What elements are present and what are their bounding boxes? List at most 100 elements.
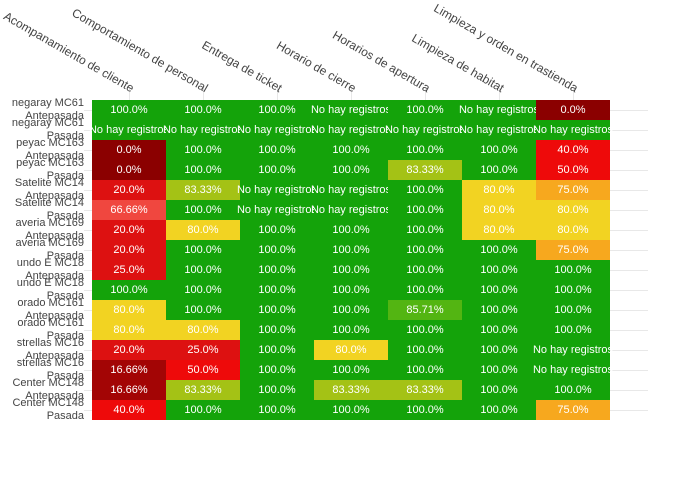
heatmap-cell[interactable]: 100.0% (314, 360, 388, 380)
heatmap-cell[interactable]: 100.0% (462, 400, 536, 420)
heatmap-cell[interactable]: 80.0% (92, 320, 166, 340)
heatmap-cell[interactable]: 50.0% (166, 360, 240, 380)
heatmap-cell[interactable]: 100.0% (462, 260, 536, 280)
heatmap-cell[interactable]: 100.0% (314, 220, 388, 240)
heatmap-cell[interactable]: 100.0% (462, 360, 536, 380)
heatmap-cell[interactable]: 16.66% (92, 360, 166, 380)
heatmap-cell[interactable]: 100.0% (314, 300, 388, 320)
heatmap-cell[interactable]: 100.0% (314, 260, 388, 280)
heatmap-cell[interactable]: 80.0% (166, 320, 240, 340)
heatmap-cell[interactable]: 20.0% (92, 180, 166, 200)
heatmap-cell[interactable]: 66.66% (92, 200, 166, 220)
heatmap-cell[interactable]: No hay registros (533, 360, 613, 380)
heatmap-cell[interactable]: 100.0% (536, 320, 610, 340)
heatmap-cell[interactable]: 100.0% (314, 140, 388, 160)
heatmap-cell[interactable]: 50.0% (536, 160, 610, 180)
heatmap-cell[interactable]: No hay registros (459, 100, 539, 120)
heatmap-cell[interactable]: 83.33% (314, 380, 388, 400)
heatmap-cell[interactable]: 100.0% (536, 260, 610, 280)
heatmap-cell[interactable]: 85.71% (388, 300, 462, 320)
heatmap-cell[interactable]: 75.0% (536, 240, 610, 260)
heatmap-cell[interactable]: No hay registros (89, 120, 169, 140)
heatmap-cell[interactable]: 100.0% (462, 160, 536, 180)
heatmap-cell[interactable]: 80.0% (314, 340, 388, 360)
heatmap-cell[interactable]: 100.0% (462, 300, 536, 320)
heatmap-cell[interactable]: 100.0% (462, 140, 536, 160)
heatmap-cell[interactable]: 80.0% (536, 200, 610, 220)
heatmap-cell[interactable]: No hay registros (311, 120, 391, 140)
heatmap-cell[interactable]: No hay registros (237, 120, 317, 140)
heatmap-cell[interactable]: 80.0% (166, 220, 240, 240)
heatmap-cell[interactable]: 80.0% (462, 200, 536, 220)
heatmap-cell[interactable]: 100.0% (240, 380, 314, 400)
heatmap-cell[interactable]: No hay registros (237, 180, 317, 200)
heatmap-cell[interactable]: 100.0% (240, 220, 314, 240)
heatmap-cell[interactable]: 80.0% (462, 180, 536, 200)
heatmap-cell[interactable]: 25.0% (166, 340, 240, 360)
heatmap-cell[interactable]: No hay registros (163, 120, 243, 140)
heatmap-cell[interactable]: 80.0% (462, 220, 536, 240)
heatmap-cell[interactable]: 75.0% (536, 400, 610, 420)
heatmap-cell[interactable]: 100.0% (388, 260, 462, 280)
heatmap-cell[interactable]: 100.0% (314, 240, 388, 260)
heatmap-cell[interactable]: 100.0% (388, 320, 462, 340)
heatmap-cell[interactable]: 100.0% (166, 280, 240, 300)
heatmap-cell[interactable]: 100.0% (240, 340, 314, 360)
heatmap-cell[interactable]: 80.0% (92, 300, 166, 320)
heatmap-cell[interactable]: 40.0% (536, 140, 610, 160)
heatmap-cell[interactable]: 100.0% (240, 260, 314, 280)
heatmap-cell[interactable]: 20.0% (92, 220, 166, 240)
heatmap-cell[interactable]: 20.0% (92, 240, 166, 260)
heatmap-cell[interactable]: 100.0% (536, 300, 610, 320)
heatmap-cell[interactable]: 100.0% (462, 280, 536, 300)
heatmap-cell[interactable]: 100.0% (388, 280, 462, 300)
heatmap-cell[interactable]: 83.33% (166, 380, 240, 400)
heatmap-cell[interactable]: 83.33% (166, 180, 240, 200)
heatmap-cell[interactable]: 100.0% (92, 100, 166, 120)
heatmap-cell[interactable]: 100.0% (388, 400, 462, 420)
heatmap-cell[interactable]: 100.0% (388, 100, 462, 120)
heatmap-cell[interactable]: 0.0% (92, 140, 166, 160)
heatmap-cell[interactable]: 100.0% (388, 340, 462, 360)
heatmap-cell[interactable]: No hay registros (385, 120, 465, 140)
heatmap-cell[interactable]: 16.66% (92, 380, 166, 400)
heatmap-cell[interactable]: No hay registros (311, 200, 391, 220)
heatmap-cell[interactable]: 100.0% (240, 280, 314, 300)
heatmap-cell[interactable]: 100.0% (388, 360, 462, 380)
heatmap-cell[interactable]: 100.0% (462, 340, 536, 360)
heatmap-cell[interactable]: 100.0% (166, 200, 240, 220)
heatmap-cell[interactable]: 100.0% (536, 380, 610, 400)
heatmap-cell[interactable]: 100.0% (462, 320, 536, 340)
heatmap-cell[interactable]: 100.0% (240, 240, 314, 260)
heatmap-cell[interactable]: 100.0% (388, 220, 462, 240)
heatmap-cell[interactable]: 0.0% (536, 100, 610, 120)
heatmap-cell[interactable]: 100.0% (166, 400, 240, 420)
heatmap-cell[interactable]: 100.0% (92, 280, 166, 300)
heatmap-cell[interactable]: 40.0% (92, 400, 166, 420)
heatmap-cell[interactable]: 100.0% (388, 180, 462, 200)
heatmap-cell[interactable]: No hay registros (533, 120, 613, 140)
heatmap-cell[interactable]: 100.0% (240, 360, 314, 380)
heatmap-cell[interactable]: 25.0% (92, 260, 166, 280)
heatmap-cell[interactable]: 100.0% (240, 100, 314, 120)
heatmap-cell[interactable]: 20.0% (92, 340, 166, 360)
heatmap-cell[interactable]: 100.0% (166, 300, 240, 320)
heatmap-cell[interactable]: 0.0% (92, 160, 166, 180)
heatmap-cell[interactable]: No hay registros (311, 100, 391, 120)
heatmap-cell[interactable]: 100.0% (314, 280, 388, 300)
heatmap-cell[interactable]: 80.0% (536, 220, 610, 240)
heatmap-cell[interactable]: 100.0% (240, 300, 314, 320)
heatmap-cell[interactable]: 100.0% (388, 240, 462, 260)
heatmap-cell[interactable]: 100.0% (462, 240, 536, 260)
heatmap-cell[interactable]: 100.0% (166, 240, 240, 260)
heatmap-cell[interactable]: 100.0% (240, 320, 314, 340)
heatmap-cell[interactable]: No hay registros (459, 120, 539, 140)
heatmap-cell[interactable]: 83.33% (388, 160, 462, 180)
heatmap-cell[interactable]: 83.33% (388, 380, 462, 400)
heatmap-cell[interactable]: 100.0% (240, 160, 314, 180)
heatmap-cell[interactable]: No hay registros (311, 180, 391, 200)
heatmap-cell[interactable]: No hay registros (533, 340, 613, 360)
heatmap-cell[interactable]: 100.0% (536, 280, 610, 300)
heatmap-cell[interactable]: 75.0% (536, 180, 610, 200)
heatmap-cell[interactable]: 100.0% (388, 140, 462, 160)
